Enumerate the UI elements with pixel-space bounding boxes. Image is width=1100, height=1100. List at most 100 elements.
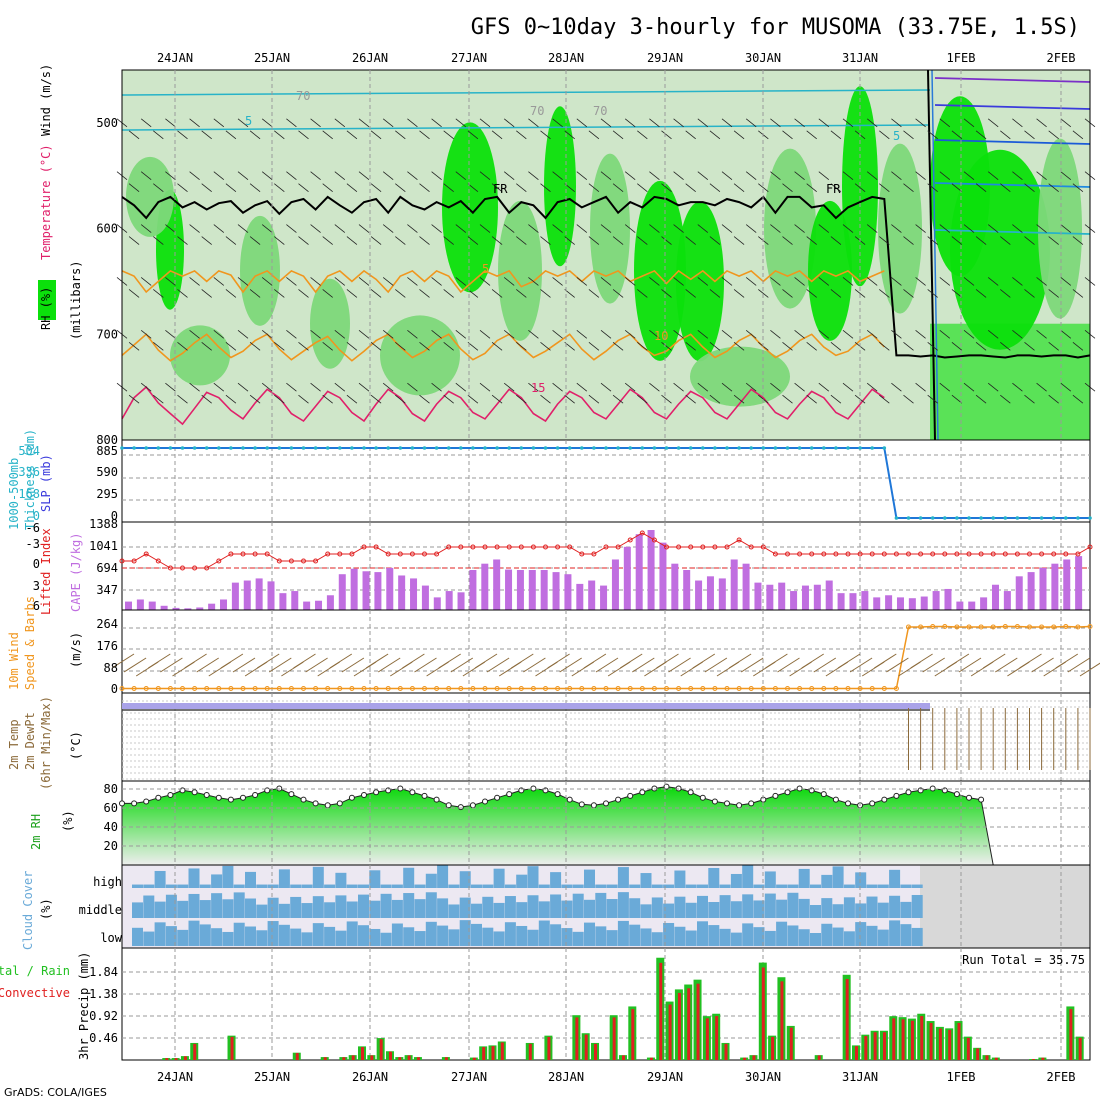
lifted-index-point xyxy=(966,551,972,557)
thickness-point xyxy=(483,446,487,450)
cloud-cover-bar xyxy=(753,900,765,918)
cape-bar xyxy=(516,570,524,610)
wind-barb xyxy=(516,130,527,140)
lifted-index-point xyxy=(301,558,306,564)
wind-barb xyxy=(600,224,612,233)
rh2m-point xyxy=(421,792,428,799)
thickness-point xyxy=(967,516,971,520)
precip-convective-bar xyxy=(444,1057,448,1060)
wind-barb xyxy=(177,236,188,245)
wind-barb xyxy=(987,329,999,339)
rh2m-point xyxy=(457,804,464,811)
isoline-label: 5 xyxy=(482,262,489,276)
wind-speed-point xyxy=(385,686,391,692)
wind-barb xyxy=(237,277,249,286)
wind-speed-point xyxy=(639,686,645,692)
ylabel-temp-units: (°C) xyxy=(69,731,83,760)
wind-barb xyxy=(1024,183,1035,193)
cloud-cover-bar xyxy=(154,901,166,918)
wind-barb xyxy=(1060,224,1072,233)
wind-barb xyxy=(407,277,418,286)
rh2m-point xyxy=(748,800,755,807)
ylabel-millibars: (millibars) xyxy=(69,261,83,340)
lifted-index-point xyxy=(639,530,645,536)
cloud-cover-bar xyxy=(380,893,392,918)
wind-barb xyxy=(407,382,418,392)
ylabel-rh-units: (%) xyxy=(61,810,75,832)
wind-barb xyxy=(419,289,430,298)
cloud-cover-bar xyxy=(312,866,324,888)
wind-barb xyxy=(552,277,563,286)
wind-barb xyxy=(1060,329,1072,339)
wind-speed-point xyxy=(555,686,561,692)
wind-barb xyxy=(540,341,551,351)
cloud-cover-bar xyxy=(877,902,889,918)
rh2m-point xyxy=(711,798,718,805)
wind-speed-point xyxy=(651,686,657,692)
rh2m-point xyxy=(578,801,585,808)
cloud-cover-bar xyxy=(165,894,177,918)
wind-barb xyxy=(963,171,975,181)
wind-barb xyxy=(963,382,975,392)
cloud-cover-bar xyxy=(764,893,776,918)
wind-speed-point xyxy=(1027,624,1032,630)
cloud-cover-bar xyxy=(177,884,189,888)
cloud-cover-bar xyxy=(730,873,742,888)
precip-convective-bar xyxy=(361,1047,365,1060)
wind-speed-point xyxy=(228,686,234,692)
cape-bar xyxy=(790,591,798,610)
precip-convective-bar xyxy=(491,1046,495,1060)
cloud-cover-bar xyxy=(482,884,494,888)
wind-barb xyxy=(1048,394,1059,404)
lifted-index-point xyxy=(1087,544,1093,550)
lifted-index-point xyxy=(930,551,936,557)
wind-barb xyxy=(806,341,817,351)
rh2m-point xyxy=(288,791,295,798)
wind-barb xyxy=(511,653,534,669)
lifted-index-point xyxy=(772,551,778,557)
wind-barb xyxy=(600,382,612,392)
wind-barb xyxy=(733,394,745,404)
cloud-cover-bar xyxy=(516,874,528,888)
wind-barb xyxy=(1048,341,1059,351)
wind-barb xyxy=(1024,289,1035,298)
cloud-cover-bar xyxy=(617,920,629,946)
cloud-cover-bar xyxy=(493,931,505,946)
wind-barb xyxy=(951,341,963,351)
wind-barb xyxy=(491,236,503,245)
cloud-cover-bar xyxy=(267,921,279,946)
cape-bar xyxy=(421,585,429,610)
precip-convective-bar xyxy=(482,1047,486,1060)
wind-barb xyxy=(656,653,679,669)
wind-speed-point xyxy=(373,686,379,692)
wind-barb xyxy=(322,394,333,404)
lifted-index-line xyxy=(122,532,1091,569)
rh2m-point xyxy=(409,789,416,796)
cape-bar xyxy=(825,580,833,610)
wind-barb xyxy=(975,236,987,245)
cloud-cover-bar xyxy=(719,884,731,888)
lifted-index-point xyxy=(918,551,924,557)
cloud-cover-bar xyxy=(764,930,776,946)
thickness-point xyxy=(809,446,814,450)
thickness-point xyxy=(253,446,257,450)
wind-barb xyxy=(837,653,861,669)
lifted-index-point xyxy=(785,551,790,557)
wind-barb xyxy=(177,341,188,351)
thickness-point xyxy=(785,446,790,450)
wind-barb xyxy=(334,224,346,233)
wind-barb xyxy=(310,277,321,286)
cape-bar xyxy=(326,595,334,610)
wind-barb xyxy=(225,130,237,140)
wind-speed-point xyxy=(264,686,270,692)
precip-convective-bar xyxy=(677,992,681,1060)
wind-barb xyxy=(286,171,297,181)
isoline-label: 5 xyxy=(893,129,900,143)
thickness-point xyxy=(640,446,645,450)
wind-barb xyxy=(237,171,249,181)
cape-bar xyxy=(671,563,679,610)
wind-barb xyxy=(1012,382,1023,392)
date-label-top: 26JAN xyxy=(352,51,388,65)
wind-barb xyxy=(1072,130,1084,140)
wind-barb xyxy=(915,329,926,339)
